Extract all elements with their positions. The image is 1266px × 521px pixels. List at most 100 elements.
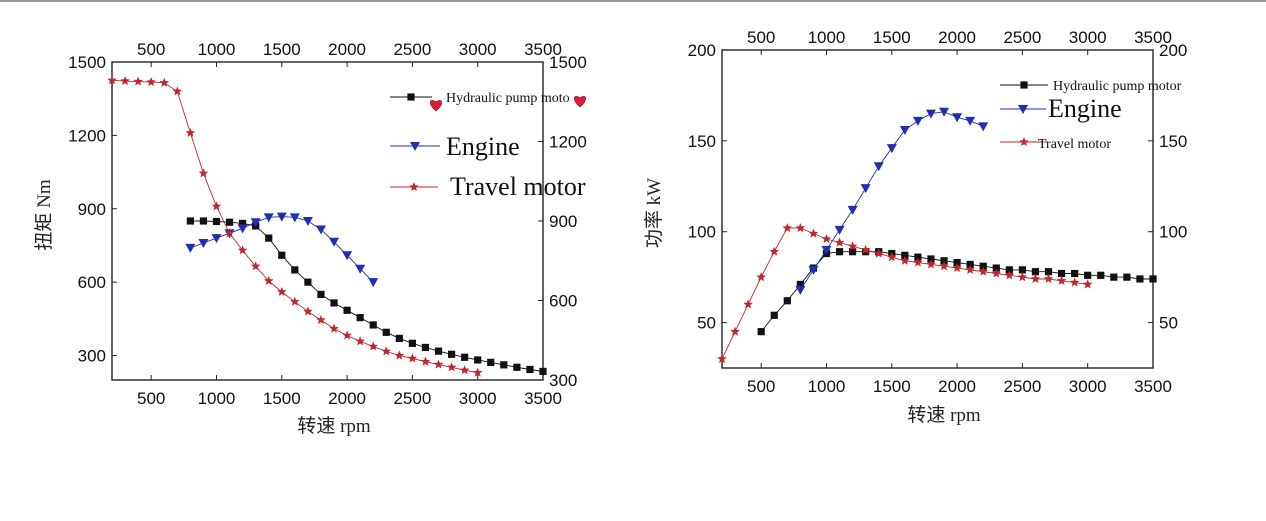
data-point [1110,273,1118,281]
data-point [770,311,778,319]
y-tick-label-right: 300 [549,371,577,390]
data-point [459,365,470,375]
y-tick-label-left: 100 [688,223,716,242]
data-point [199,217,208,225]
data-point [185,127,196,137]
data-point [914,253,922,261]
data-point [211,201,222,211]
data-point [952,263,962,273]
data-point [368,278,379,288]
power-plot-frame [721,49,1154,369]
x-tick-label-bottom: 2000 [938,377,976,396]
x-tick-label-top: 2500 [1003,28,1041,47]
data-point [847,205,858,215]
y-tick-label-left: 50 [697,314,716,333]
data-point [120,76,130,86]
data-point [849,248,857,256]
data-point [263,275,274,285]
x-tick-label-bottom: 1000 [808,377,846,396]
data-point [1097,271,1105,279]
data-point [342,251,353,261]
legend-label: Travel motor [1038,137,1111,152]
data-point [316,315,326,325]
y-tick-label-right: 150 [1159,132,1187,151]
data-point [487,358,495,366]
legend-label: Travel motor [450,172,586,201]
data-point [978,122,989,132]
data-point [513,363,521,371]
data-point [278,251,286,259]
legend-label: Hydraulic pump moto [446,91,570,106]
data-point [901,251,909,259]
x-tick-label-bottom: 3500 [1134,377,1172,396]
data-point [304,278,312,286]
data-point [992,264,1000,272]
data-point [250,218,261,228]
series-line [190,220,544,372]
data-point [265,234,273,242]
data-point [887,252,897,262]
legend-entry: Engine [1000,94,1122,123]
series-triangle-down [795,107,989,295]
data-point [408,339,416,347]
data-point [381,346,392,356]
series-star [717,223,1093,363]
data-point [289,213,300,223]
x-tick-label-bottom: 1500 [263,389,301,408]
data-point [835,248,844,256]
y-tick-label-left: 200 [688,41,716,60]
x-tick-label-bottom: 3500 [524,389,562,408]
data-point [1030,273,1041,284]
data-point [186,217,194,225]
data-point [291,266,299,274]
data-point [159,77,169,87]
x-tick-label-top: 2500 [393,40,431,59]
legend-entry: Hydraulic pump moto [390,91,570,106]
y-tick-label-right: 900 [549,212,577,231]
data-point [717,353,727,363]
data-point [913,257,923,267]
data-point [953,259,961,267]
series-square [757,248,1157,336]
data-point [198,168,209,178]
data-point [795,223,806,233]
data-point [939,107,950,117]
data-point [343,306,351,314]
data-point [860,244,871,254]
data-point [808,228,819,238]
data-point [821,245,832,255]
x-tick-label-top: 2000 [328,40,366,59]
power-chart: 转速 rpm 功率 kW 500 1000 1500 2000 2500 3000 3500… [643,28,1187,426]
data-point [211,234,222,244]
torque-y-axis-label: 扭矩 Nm [33,179,55,250]
data-point [315,225,326,235]
y-tick-label-right: 50 [1159,314,1178,333]
data-point [277,286,287,296]
data-point [369,321,377,329]
y-tick-label-left: 900 [78,200,106,219]
data-point [1149,275,1157,283]
data-point [873,162,884,172]
legend-entry: Engine [390,132,520,161]
legend-entry: Travel motor [1000,137,1111,152]
legend-marker [1018,105,1028,114]
power-series [717,107,1157,363]
data-point [224,228,235,238]
data-point [133,76,143,86]
data-point [303,306,313,316]
data-point [355,336,365,346]
data-point [1082,279,1093,289]
data-point [991,268,1002,278]
legend-entry: Travel motor [390,172,586,201]
legend-entry: Hydraulic pump motor [1000,79,1182,94]
data-point [743,299,753,309]
power-y-axis-label: 功率 kW [643,178,665,248]
data-point [1004,270,1015,280]
data-point [421,343,430,352]
data-point [395,334,403,343]
data-point [1123,273,1131,281]
y-tick-label-right: 1500 [549,53,587,72]
x-tick-label-bottom: 1000 [198,389,236,408]
